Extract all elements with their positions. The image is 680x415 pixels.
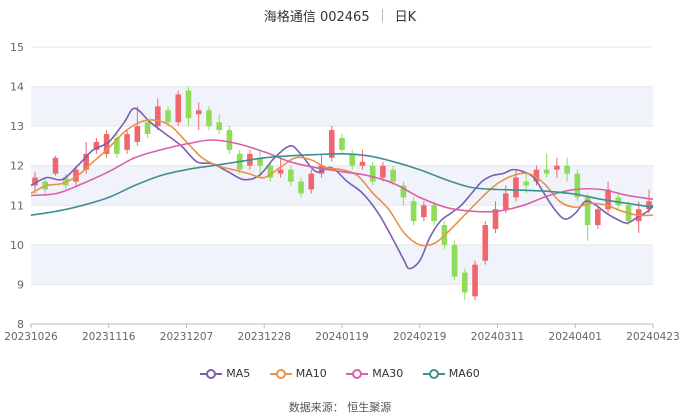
- y-tick-label: 8: [17, 318, 24, 331]
- candle-body: [288, 169, 294, 182]
- candle-body: [339, 138, 345, 150]
- y-tick-label: 12: [10, 160, 24, 173]
- candle-body: [257, 157, 263, 166]
- candle-body: [533, 169, 540, 182]
- candle-body: [482, 225, 489, 261]
- x-tick-label: 20240423: [626, 331, 679, 343]
- y-tick-label: 15: [10, 41, 24, 54]
- candle-body: [595, 209, 601, 226]
- x-tick-label: 20231207: [160, 331, 213, 343]
- candle-body: [359, 161, 366, 166]
- candle-body: [421, 205, 427, 218]
- grid-band: [31, 244, 653, 285]
- candle-body: [277, 169, 284, 174]
- y-tick-label: 9: [17, 278, 24, 291]
- candle-body: [523, 181, 530, 186]
- candle-body: [584, 197, 591, 226]
- candle-body: [380, 165, 386, 178]
- series-line-ma10: [30, 119, 654, 247]
- candle-body: [83, 153, 89, 170]
- candle-body: [472, 264, 478, 297]
- candle-body: [175, 94, 182, 123]
- y-tick-label: 14: [10, 81, 24, 94]
- grid-band: [31, 86, 653, 127]
- x-tick-label: 20240311: [471, 331, 524, 343]
- candle-body: [144, 122, 151, 135]
- candle-body: [410, 201, 417, 222]
- candle-body: [206, 110, 212, 127]
- candle-body: [216, 122, 223, 131]
- candle-body: [369, 165, 376, 182]
- legend-marker-ma30: [346, 368, 369, 379]
- candle-body: [165, 110, 171, 123]
- candle-body: [543, 169, 550, 174]
- candle-body: [32, 177, 38, 186]
- period-label: 日K: [394, 10, 417, 25]
- y-tick-label: 10: [10, 239, 24, 252]
- candle-body: [390, 169, 396, 182]
- series-line-ma30: [30, 139, 654, 213]
- data-source: 数据来源： 恒生聚源: [288, 401, 392, 414]
- candle-body: [349, 153, 356, 166]
- x-tick-label: 20231228: [238, 331, 291, 343]
- legend-item-ma5[interactable]: MA5: [200, 367, 250, 380]
- candle-body: [114, 138, 120, 154]
- legend: MA5 MA10 MA30 MA60: [0, 367, 680, 383]
- x-tick-label: 20240219: [393, 331, 446, 343]
- stock-name-code: 海格通信 002465: [263, 10, 370, 25]
- legend-marker-ma5: [200, 368, 223, 379]
- candle-body: [451, 244, 458, 277]
- candle-body: [52, 157, 59, 174]
- candle-body: [431, 205, 437, 222]
- candle-body: [267, 165, 274, 178]
- candle-body: [554, 165, 560, 170]
- candle-body: [124, 134, 130, 150]
- candle-body: [93, 141, 100, 150]
- x-tick-label: 20240119: [315, 331, 368, 343]
- legend-item-ma30[interactable]: MA30: [346, 367, 403, 380]
- y-tick-label: 13: [10, 120, 24, 133]
- legend-label-ma60: MA60: [448, 367, 480, 380]
- candle-body: [646, 201, 652, 210]
- candle-body: [308, 173, 315, 190]
- candle-body: [492, 209, 499, 230]
- candle-body: [226, 130, 233, 150]
- candle-body: [328, 130, 335, 158]
- chart-title: 海格通信 002465 日K: [0, 6, 680, 25]
- candle-body: [298, 181, 304, 194]
- candle-body: [154, 106, 161, 127]
- legend-label-ma30: MA30: [372, 367, 404, 380]
- x-tick-label: 20240401: [549, 331, 602, 343]
- candle-body: [564, 165, 570, 174]
- candle-body: [400, 185, 407, 198]
- series-line-ma60: [30, 152, 654, 216]
- candle-body: [73, 169, 79, 182]
- title-separator: [381, 9, 383, 22]
- legend-label-ma10: MA10: [295, 367, 327, 380]
- x-tick-label: 20231116: [82, 331, 136, 343]
- candle-body: [318, 165, 325, 174]
- candle-body: [513, 177, 519, 198]
- series-line-ma5: [30, 107, 654, 270]
- candle-body: [605, 189, 611, 210]
- candle-body: [574, 173, 581, 198]
- candle-body: [461, 272, 468, 293]
- candle-body: [185, 90, 192, 119]
- legend-item-ma10[interactable]: MA10: [269, 367, 327, 380]
- legend-marker-ma10: [269, 368, 292, 379]
- x-tick-label: 20231026: [4, 331, 58, 343]
- legend-label-ma5: MA5: [226, 367, 251, 380]
- candle-body: [134, 126, 141, 142]
- y-tick-label: 11: [10, 199, 24, 212]
- candle-body: [502, 193, 509, 210]
- legend-marker-ma60: [422, 368, 445, 379]
- candle-body: [195, 110, 202, 115]
- legend-item-ma60[interactable]: MA60: [422, 367, 480, 380]
